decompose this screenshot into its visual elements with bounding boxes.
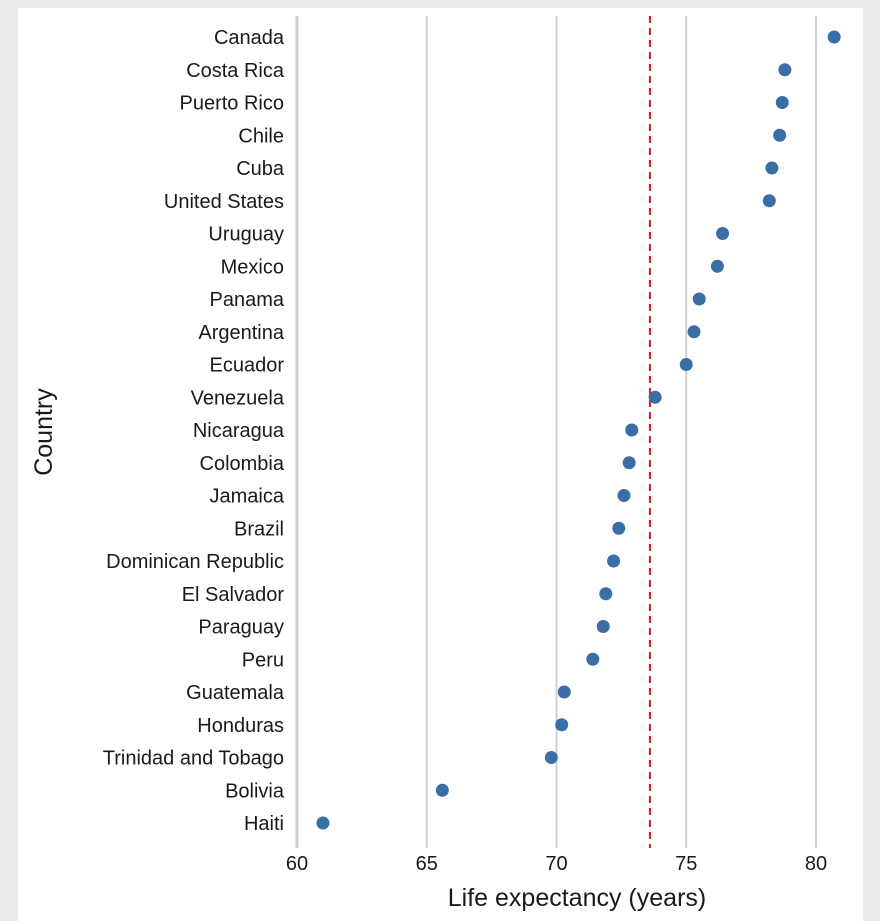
x-tick-label: 75 xyxy=(675,853,697,875)
y-axis-tick-labels: Canada Costa Rica Puerto Rico Chile Cuba Unit… xyxy=(103,27,285,835)
data-point xyxy=(775,96,789,109)
y-tick-label: Trinidad and Tobago xyxy=(103,748,284,770)
x-tick-label: 80 xyxy=(805,853,827,875)
data-point xyxy=(687,325,701,339)
y-tick-label: United States xyxy=(164,191,284,213)
y-tick-label: Canada xyxy=(214,27,285,49)
data-point xyxy=(435,783,449,797)
data-point xyxy=(622,456,636,470)
y-tick-label: Venezuela xyxy=(191,387,285,409)
data-point xyxy=(607,554,621,568)
data-point xyxy=(716,227,730,240)
data-point xyxy=(586,652,600,666)
y-tick-label: El Salvador xyxy=(182,584,285,606)
y-tick-label: Colombia xyxy=(200,453,285,475)
x-tick-label: 70 xyxy=(545,853,567,875)
data-point xyxy=(599,587,613,601)
data-point xyxy=(762,194,776,208)
data-point xyxy=(596,620,610,633)
data-point xyxy=(612,521,626,535)
data-point xyxy=(692,292,706,306)
data-point xyxy=(778,63,792,77)
data-points xyxy=(316,30,841,830)
data-point xyxy=(773,128,787,142)
data-point xyxy=(710,259,724,273)
y-tick-label: Haiti xyxy=(244,813,284,835)
x-tick-label: 60 xyxy=(286,853,308,875)
data-point xyxy=(765,161,779,175)
plot-background xyxy=(18,8,863,921)
y-tick-label: Chile xyxy=(238,125,284,147)
data-point xyxy=(316,816,330,830)
y-tick-label: Bolivia xyxy=(225,780,285,802)
x-axis-tick-labels: 60 65 70 75 80 xyxy=(286,853,827,875)
y-tick-label: Mexico xyxy=(221,256,284,278)
y-tick-label: Cuba xyxy=(236,158,285,180)
x-axis-title: Life expectancy (years) xyxy=(448,884,706,912)
y-tick-label: Panama xyxy=(210,289,285,311)
y-tick-label: Dominican Republic xyxy=(106,551,284,573)
y-tick-label: Guatemala xyxy=(186,682,285,704)
y-tick-label: Argentina xyxy=(198,322,284,344)
data-point xyxy=(557,685,571,699)
data-point xyxy=(617,489,631,502)
y-tick-label: Peru xyxy=(242,649,284,671)
y-tick-label: Costa Rica xyxy=(186,60,285,82)
y-tick-label: Brazil xyxy=(234,518,284,540)
y-tick-label: Puerto Rico xyxy=(180,93,285,115)
y-tick-label: Nicaragua xyxy=(193,420,285,442)
data-point xyxy=(555,718,569,732)
data-point xyxy=(827,30,841,44)
y-tick-label: Paraguay xyxy=(198,617,284,639)
y-tick-label: Ecuador xyxy=(210,355,285,377)
y-tick-label: Jamaica xyxy=(210,486,285,508)
y-tick-label: Uruguay xyxy=(208,224,284,246)
data-point xyxy=(679,358,693,371)
y-tick-label: Honduras xyxy=(197,715,284,737)
data-point xyxy=(625,423,639,437)
x-tick-label: 65 xyxy=(416,853,438,875)
data-point xyxy=(648,390,662,404)
y-axis-title: Country xyxy=(30,388,58,476)
data-point xyxy=(544,751,558,764)
gridlines xyxy=(295,16,817,848)
